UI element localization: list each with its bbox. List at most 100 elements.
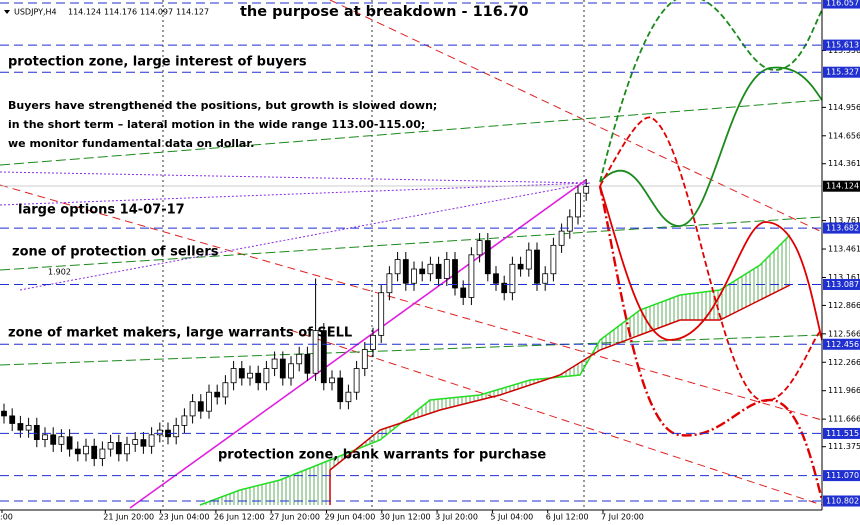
candle-body bbox=[484, 240, 491, 275]
note-line: in the short term – lateral motion in th… bbox=[8, 118, 425, 131]
ohlc-low: 114.097 bbox=[140, 8, 173, 17]
level-box bbox=[823, 470, 860, 482]
candle-body bbox=[304, 353, 311, 374]
candle-body bbox=[58, 436, 65, 445]
y-tick-label: 114.361 bbox=[828, 159, 860, 168]
level-label: 116.057 bbox=[826, 0, 859, 8]
candle-body bbox=[509, 263, 516, 294]
candle-body bbox=[443, 259, 450, 279]
level-box bbox=[823, 427, 860, 439]
candle-body bbox=[419, 268, 426, 275]
ohlc-open: 114.124 bbox=[68, 8, 101, 17]
annotation: protection zone, bank warrants for purch… bbox=[218, 448, 546, 463]
level-box bbox=[823, 338, 860, 350]
candle-body bbox=[99, 448, 106, 459]
y-tick-label: 112.266 bbox=[828, 358, 860, 367]
candle-body bbox=[214, 391, 221, 398]
y-tick-label: 114.956 bbox=[828, 103, 860, 112]
candle-body bbox=[427, 263, 434, 275]
candle-body bbox=[566, 216, 573, 232]
candle-body bbox=[558, 230, 565, 246]
candle-body bbox=[132, 439, 139, 445]
forecast-green bbox=[599, 66, 823, 227]
candle-body bbox=[411, 268, 417, 284]
x-tick-label: 23 Jun 04:00 bbox=[159, 513, 210, 522]
y-tick-label: 113.761 bbox=[828, 216, 860, 225]
span-b bbox=[329, 284, 791, 505]
candle-body bbox=[263, 368, 270, 384]
level-label: 115.613 bbox=[826, 41, 859, 50]
annotation: zone of protection of sellers bbox=[12, 245, 219, 260]
candle-body bbox=[468, 254, 475, 298]
x-tick-label: 27 Jun 20:00 bbox=[269, 513, 320, 522]
x-tick-label: 30 Jun 12:00 bbox=[380, 513, 431, 522]
annotation: protection zone, large interest of buyer… bbox=[8, 55, 307, 70]
level-box bbox=[823, 66, 860, 78]
candle-body bbox=[83, 445, 89, 455]
candle-body bbox=[197, 401, 204, 412]
collapse-icon bbox=[4, 10, 10, 14]
span-a bbox=[199, 234, 791, 506]
x-tick-label: 3 Jul 20:00 bbox=[435, 513, 478, 522]
candle-body bbox=[124, 443, 130, 455]
x-tick-label: 26 Jun 12:00 bbox=[214, 513, 265, 522]
candles bbox=[1, 179, 590, 467]
green-channel bbox=[0, 334, 823, 366]
candle-body bbox=[435, 263, 442, 279]
candle-body bbox=[493, 273, 499, 284]
annotation: zone of market makers, large warrants of… bbox=[8, 326, 352, 341]
candle-body bbox=[542, 273, 549, 284]
note-line: we monitor fundamental data on dollar. bbox=[8, 137, 254, 150]
level-box bbox=[823, 222, 860, 234]
candle-body bbox=[312, 330, 319, 374]
forecast bbox=[598, 0, 824, 501]
current-price-box bbox=[823, 180, 860, 192]
forecast-red-dashed bbox=[599, 116, 823, 402]
y-tick-label: 111.966 bbox=[828, 386, 860, 395]
x-tick-label: 5 Jul 04:00 bbox=[490, 513, 533, 522]
note-line: Buyers have strengthened the positions, … bbox=[8, 99, 437, 112]
candle-body bbox=[25, 424, 32, 431]
candle-body bbox=[460, 287, 467, 298]
level-label: 110.802 bbox=[826, 496, 859, 505]
candle-body bbox=[279, 358, 286, 379]
candle-body bbox=[353, 368, 360, 393]
candle-body bbox=[66, 436, 73, 450]
x-tick-label: :00 bbox=[0, 513, 13, 522]
candle-body bbox=[534, 249, 540, 284]
candle-body bbox=[148, 434, 155, 447]
y-tick-label: 112.566 bbox=[828, 329, 860, 338]
y-tick-label: 113.461 bbox=[828, 245, 860, 254]
candle-body bbox=[230, 368, 237, 384]
candle-body bbox=[288, 363, 294, 379]
y-tick-label: 111.375 bbox=[828, 442, 860, 451]
candle-body bbox=[345, 391, 352, 403]
green-channel bbox=[0, 216, 823, 271]
candle-body bbox=[181, 415, 188, 426]
forecast-green-dashed bbox=[599, 0, 823, 183]
candle-body bbox=[575, 192, 581, 218]
candle-body bbox=[247, 372, 253, 379]
candle-body bbox=[402, 259, 409, 284]
candle-body bbox=[173, 424, 180, 438]
candle-body bbox=[337, 377, 344, 403]
level-box bbox=[823, 39, 860, 51]
candle-body bbox=[42, 434, 48, 440]
candle-body bbox=[17, 423, 24, 431]
candle-body bbox=[255, 372, 262, 384]
x-tick-label: 29 Jun 04:00 bbox=[325, 513, 376, 522]
candle-body bbox=[329, 377, 335, 384]
level-label: 111.515 bbox=[826, 429, 859, 438]
annotation: large options 14-07-17 bbox=[18, 203, 185, 218]
level-box bbox=[823, 495, 860, 507]
x-tick-label: 21 Jun 20:00 bbox=[103, 513, 154, 522]
candle-body bbox=[320, 330, 327, 384]
candle-body bbox=[271, 358, 278, 369]
y-tick-label: 113.161 bbox=[828, 273, 860, 282]
candle-body bbox=[525, 249, 532, 270]
level-box bbox=[823, 0, 860, 9]
candle-body bbox=[361, 349, 368, 369]
candle-body bbox=[91, 445, 98, 459]
candle-body bbox=[1, 410, 7, 417]
